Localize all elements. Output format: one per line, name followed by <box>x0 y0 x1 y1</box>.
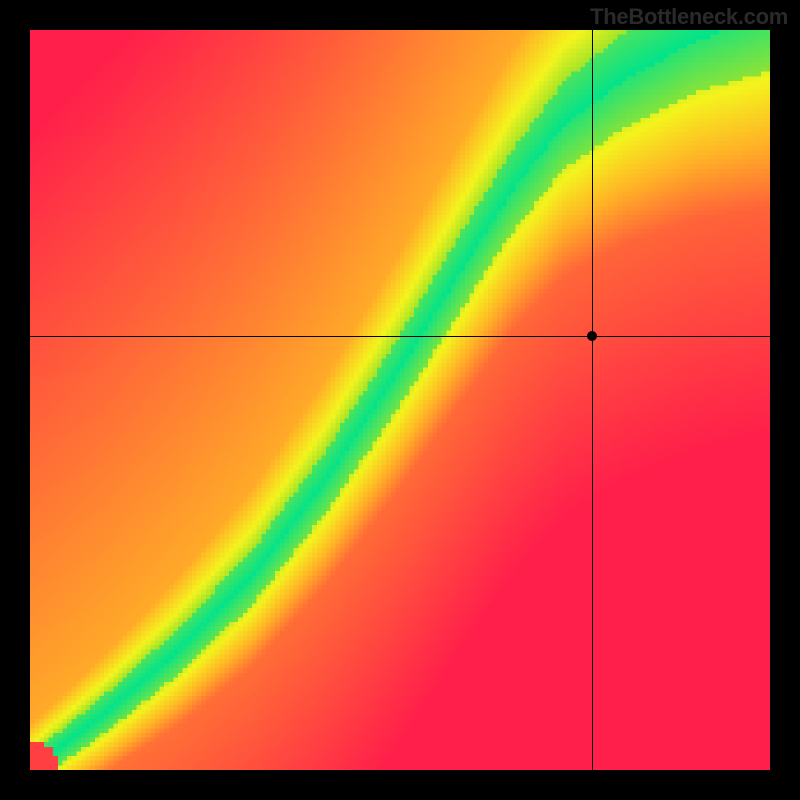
heatmap-canvas <box>30 30 770 770</box>
marker-dot <box>587 331 597 341</box>
crosshair-horizontal <box>30 336 770 337</box>
crosshair-vertical <box>592 30 593 770</box>
heatmap-plot-area <box>30 30 770 770</box>
watermark-text: TheBottleneck.com <box>590 4 788 30</box>
